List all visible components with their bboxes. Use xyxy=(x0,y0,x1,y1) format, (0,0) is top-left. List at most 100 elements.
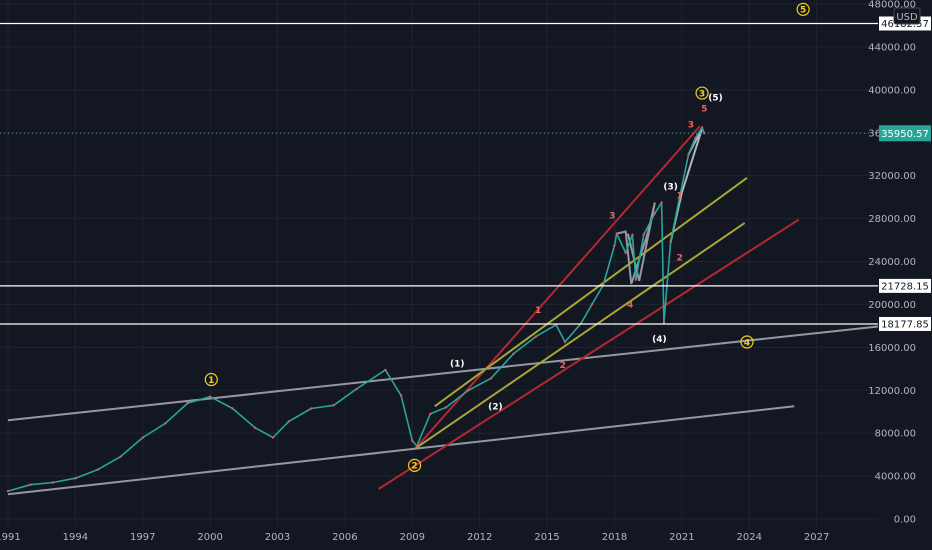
y-tick-label: 12000.00 xyxy=(868,386,916,397)
time-axis[interactable]: 1991 1994 1997 2000 2003 2006 2009 2012 2015 2018… xyxy=(0,532,829,543)
trendline[interactable] xyxy=(415,222,746,450)
price-point xyxy=(687,153,690,156)
price-point xyxy=(332,404,335,407)
y-tick-label: 48000.00 xyxy=(868,0,916,11)
price-point xyxy=(662,321,666,324)
y-tick-label: 28000.00 xyxy=(868,214,916,225)
x-tick-label: 2024 xyxy=(737,532,762,543)
price-point xyxy=(613,244,616,247)
y-tick-label: 44000.00 xyxy=(868,42,916,53)
level-price-label: 21728.15 xyxy=(881,281,929,292)
wave-label: (5) xyxy=(708,94,723,104)
price-point xyxy=(429,412,432,416)
level-price-label: 18177.85 xyxy=(881,319,929,330)
currency-text: USD xyxy=(896,12,918,23)
price-point xyxy=(624,251,627,255)
wave-label: 2 xyxy=(676,254,682,264)
level-price-box xyxy=(879,278,931,293)
price-point xyxy=(271,436,275,439)
trendline[interactable] xyxy=(434,176,748,408)
price-point xyxy=(467,389,470,392)
y-tick-label: 4000.00 xyxy=(875,472,916,483)
price-point xyxy=(694,136,697,140)
trendline[interactable] xyxy=(7,405,795,496)
wave-label: 3 xyxy=(699,89,705,99)
price-point xyxy=(411,439,414,442)
price-point xyxy=(489,377,493,380)
price-point xyxy=(642,233,645,236)
wave-label: 1 xyxy=(676,191,682,201)
price-point xyxy=(653,212,657,215)
x-tick-label: 2000 xyxy=(197,532,222,543)
price-point xyxy=(6,489,10,493)
price-point xyxy=(563,340,567,344)
price-point xyxy=(615,232,618,235)
wave-label: (4) xyxy=(652,335,667,345)
wave-circle xyxy=(407,458,422,472)
wave-circle xyxy=(796,2,810,16)
price-point xyxy=(96,468,100,471)
y-tick-label: 24000.00 xyxy=(868,257,916,268)
price-point xyxy=(287,420,290,423)
price-point xyxy=(534,335,537,338)
price-axis-panel[interactable] xyxy=(878,0,932,550)
price-point xyxy=(164,422,167,425)
price-point xyxy=(253,426,257,429)
price-point xyxy=(669,241,672,244)
last-price-label: 35950.57 xyxy=(881,129,929,140)
price-point xyxy=(51,481,55,484)
price-point xyxy=(74,477,77,480)
y-tick-label: 16000.00 xyxy=(868,343,916,354)
x-tick-label: 2009 xyxy=(400,532,425,543)
x-tick-label: 2006 xyxy=(332,532,357,543)
price-point xyxy=(355,388,358,391)
y-tick-label: 8000.00 xyxy=(875,429,916,440)
price-point xyxy=(310,407,313,410)
price-point xyxy=(141,436,144,439)
wave-circle xyxy=(204,372,218,387)
wave-label: (3) xyxy=(663,183,678,193)
y-tick-label: 32000.00 xyxy=(868,171,916,182)
price-point xyxy=(634,278,637,281)
wave-label: 3 xyxy=(688,120,694,130)
y-tick-label: 20000.00 xyxy=(868,300,916,311)
trendlines[interactable] xyxy=(7,125,885,496)
y-tick-label: 0.00 xyxy=(894,515,916,526)
trendline[interactable] xyxy=(7,324,885,422)
price-point xyxy=(512,352,515,355)
x-tick-label: 2018 xyxy=(602,532,627,543)
price-point xyxy=(444,406,448,409)
price-axis[interactable]: 0.00 4000.00 8000.00 12000.00 16000.00 20000.… xyxy=(868,0,916,526)
x-tick-label: 2021 xyxy=(669,532,694,543)
x-tick-label: 2015 xyxy=(534,532,559,543)
x-tick-label: 1997 xyxy=(130,532,155,543)
wave-label: 4 xyxy=(744,338,750,348)
wave-label: (1) xyxy=(450,360,465,370)
price-point xyxy=(415,444,418,448)
wave-label: 4 xyxy=(627,301,633,311)
price-point xyxy=(119,455,122,458)
price-point xyxy=(29,483,32,486)
price-point xyxy=(660,201,663,204)
horizontal-levels[interactable] xyxy=(0,22,878,325)
wave-circle xyxy=(740,335,754,349)
wave-label: 1 xyxy=(535,306,541,316)
trendline[interactable] xyxy=(378,218,800,490)
trendline[interactable] xyxy=(616,202,656,285)
wave-circle xyxy=(695,86,709,100)
wave-label: 2 xyxy=(411,462,417,472)
currency-label[interactable]: USD xyxy=(893,7,921,25)
x-tick-label: 2027 xyxy=(804,532,829,543)
x-tick-label: 2003 xyxy=(265,532,290,543)
time-axis-panel[interactable] xyxy=(0,526,932,550)
price-point xyxy=(209,395,212,398)
wave-label: 2 xyxy=(560,361,566,371)
level-price-box xyxy=(879,316,931,331)
price-point xyxy=(399,394,403,397)
price-point xyxy=(231,407,234,410)
price-point xyxy=(186,401,189,405)
wave-label: 3 xyxy=(609,212,615,222)
